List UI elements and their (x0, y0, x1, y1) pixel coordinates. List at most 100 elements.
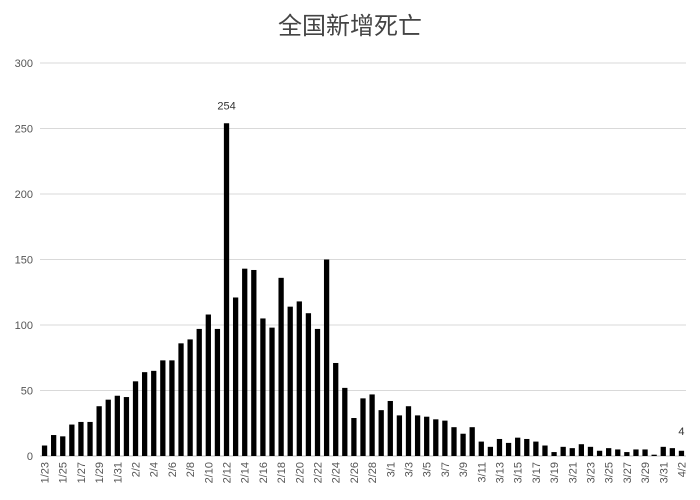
data-label: 254 (217, 100, 235, 112)
x-tick-label: 2/2 (131, 462, 143, 477)
bar (232, 297, 239, 456)
y-tick-label: 300 (15, 58, 33, 70)
bar (251, 269, 257, 456)
x-tick-label: 1/23 (40, 462, 52, 483)
bar (578, 444, 585, 456)
bar (624, 452, 630, 456)
bar (569, 448, 575, 456)
x-tick-label: 3/23 (585, 462, 597, 483)
y-tick-label: 150 (15, 255, 33, 267)
bar (524, 438, 530, 456)
x-tick-label: 4/2 (676, 462, 688, 477)
chart-title: 全国新增死亡 (278, 12, 422, 40)
bar (360, 398, 366, 456)
bar (69, 424, 75, 456)
x-tick-label: 3/21 (567, 462, 579, 483)
bar (660, 446, 666, 456)
bar (305, 313, 312, 456)
bar (678, 450, 685, 456)
bar (242, 268, 248, 456)
x-tick-label: 2/26 (349, 462, 361, 483)
bar (269, 327, 275, 456)
bar (587, 446, 594, 456)
x-tick-label: 2/28 (367, 462, 379, 483)
x-tick-label: 3/29 (640, 462, 652, 483)
x-tick-label: 1/29 (94, 462, 106, 483)
bar (469, 427, 475, 456)
bar (169, 360, 175, 456)
x-tick-label: 2/8 (185, 462, 197, 477)
bar (606, 448, 612, 456)
bar (651, 454, 657, 456)
bar (378, 410, 384, 456)
x-tick-label: 3/13 (494, 462, 506, 483)
x-tick-label: 2/22 (313, 462, 325, 483)
bar (515, 437, 521, 456)
bar (223, 123, 230, 456)
y-tick-label: 200 (15, 189, 33, 201)
y-axis-tick-labels: 0 50 100 150 200 250 300 (15, 58, 33, 463)
bar (78, 421, 84, 456)
x-tick-label: 3/5 (422, 462, 434, 477)
x-tick-label: 1/31 (112, 462, 124, 483)
bar (105, 399, 111, 456)
bar (551, 452, 557, 456)
x-tick-label: 3/15 (513, 462, 525, 483)
x-tick-label: 1/25 (58, 462, 70, 483)
bar (196, 328, 202, 456)
x-tick-label: 2/14 (240, 462, 252, 483)
x-tick-label: 3/7 (440, 462, 452, 477)
bar (633, 449, 639, 456)
bar (323, 259, 330, 456)
x-tick-label: 2/4 (149, 462, 161, 477)
bar (615, 449, 621, 456)
bar (451, 427, 457, 456)
bar (642, 449, 648, 456)
x-tick-label: 3/1 (385, 462, 397, 477)
x-tick-label: 2/18 (276, 462, 288, 483)
y-tick-label: 0 (27, 451, 33, 463)
bar (333, 362, 339, 456)
x-tick-label: 3/27 (622, 462, 634, 483)
bars (41, 123, 685, 456)
bar (314, 328, 321, 456)
bar (51, 435, 57, 456)
bar (160, 360, 166, 456)
bar (478, 441, 484, 456)
x-tick-label: 1/27 (76, 462, 88, 483)
bar (560, 446, 566, 456)
data-labels: 254 4 (217, 100, 684, 438)
bar (460, 433, 466, 456)
bar (487, 446, 494, 456)
data-label: 4 (678, 426, 684, 438)
x-tick-label: 2/6 (167, 462, 179, 477)
bar (542, 445, 548, 456)
x-tick-label: 3/17 (531, 462, 543, 483)
x-tick-label: 3/19 (549, 462, 561, 483)
bar (342, 387, 348, 456)
bar (669, 448, 675, 456)
x-tick-label: 2/24 (331, 462, 343, 483)
bar (596, 450, 603, 456)
bar (433, 419, 439, 456)
bar (260, 318, 266, 456)
y-tick-label: 250 (15, 124, 33, 136)
bar (41, 445, 48, 456)
x-tick-label: 2/16 (258, 462, 270, 483)
bar (96, 406, 102, 456)
bar (123, 397, 130, 456)
x-tick-label: 2/20 (294, 462, 306, 483)
y-tick-label: 100 (15, 320, 33, 332)
bar (114, 395, 120, 456)
gridlines (40, 62, 686, 457)
bar (178, 343, 184, 456)
x-tick-label: 3/9 (458, 462, 470, 477)
bar (278, 277, 284, 456)
bar (387, 400, 393, 456)
bar (60, 436, 66, 456)
bar (505, 442, 512, 456)
x-tick-label: 2/12 (222, 462, 234, 483)
bar (414, 415, 421, 456)
